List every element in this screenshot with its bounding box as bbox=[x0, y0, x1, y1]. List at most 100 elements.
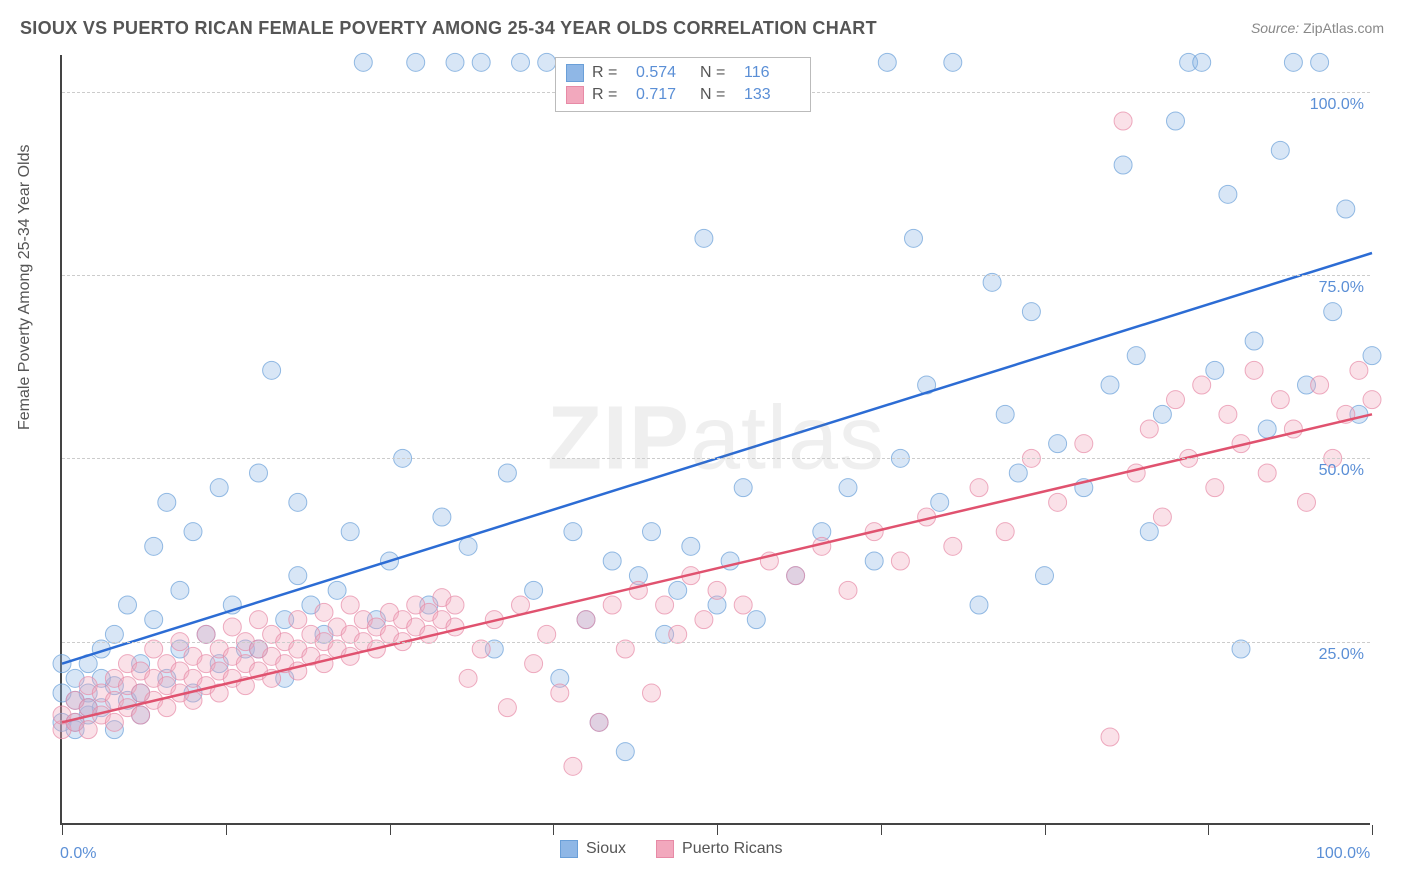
data-point bbox=[564, 757, 582, 775]
y-tick-label: 75.0% bbox=[1319, 279, 1364, 297]
stat-row-sioux: R = 0.574 N = 116 bbox=[566, 62, 800, 84]
x-tick bbox=[717, 825, 718, 835]
data-point bbox=[551, 684, 569, 702]
data-point bbox=[210, 479, 228, 497]
data-point bbox=[1022, 303, 1040, 321]
data-point bbox=[1271, 141, 1289, 159]
data-point bbox=[263, 361, 281, 379]
data-point bbox=[1127, 464, 1145, 482]
y-axis-label: Female Poverty Among 25-34 Year Olds bbox=[16, 145, 34, 431]
data-point bbox=[682, 537, 700, 555]
data-point bbox=[105, 713, 123, 731]
data-point bbox=[459, 669, 477, 687]
x-tick bbox=[62, 825, 63, 835]
data-point bbox=[1114, 156, 1132, 174]
x-tick bbox=[1045, 825, 1046, 835]
data-point bbox=[564, 523, 582, 541]
data-point bbox=[695, 611, 713, 629]
data-point bbox=[577, 611, 595, 629]
data-point bbox=[512, 596, 530, 614]
data-point bbox=[865, 552, 883, 570]
data-point bbox=[446, 596, 464, 614]
data-point bbox=[1075, 435, 1093, 453]
data-point bbox=[1284, 53, 1302, 71]
data-point bbox=[1258, 464, 1276, 482]
data-point bbox=[1167, 112, 1185, 130]
r-label: R = bbox=[592, 64, 628, 82]
data-point bbox=[1298, 493, 1316, 511]
data-point bbox=[643, 684, 661, 702]
data-point bbox=[1206, 361, 1224, 379]
data-point bbox=[970, 596, 988, 614]
data-point bbox=[905, 229, 923, 247]
stat-legend: R = 0.574 N = 116 R = 0.717 N = 133 bbox=[555, 57, 811, 112]
r-value-sioux: 0.574 bbox=[636, 64, 692, 82]
data-point bbox=[931, 493, 949, 511]
source-label: Source: bbox=[1251, 20, 1299, 36]
swatch-pr bbox=[566, 86, 584, 104]
data-point bbox=[289, 611, 307, 629]
swatch-sioux-bottom bbox=[560, 840, 578, 858]
legend-item-sioux: Sioux bbox=[560, 840, 626, 858]
data-point bbox=[525, 581, 543, 599]
data-point bbox=[1140, 420, 1158, 438]
x-tick-label: 0.0% bbox=[60, 845, 96, 863]
data-point bbox=[734, 479, 752, 497]
data-point bbox=[1049, 435, 1067, 453]
data-point bbox=[525, 655, 543, 673]
data-point bbox=[1219, 185, 1237, 203]
stat-row-pr: R = 0.717 N = 133 bbox=[566, 84, 800, 106]
data-point bbox=[590, 713, 608, 731]
r-value-pr: 0.717 bbox=[636, 86, 692, 104]
data-point bbox=[472, 640, 490, 658]
x-tick bbox=[1372, 825, 1373, 835]
y-tick-label: 25.0% bbox=[1319, 646, 1364, 664]
data-point bbox=[1311, 53, 1329, 71]
data-point bbox=[944, 537, 962, 555]
data-point bbox=[970, 479, 988, 497]
data-point bbox=[1350, 361, 1368, 379]
data-point bbox=[1101, 728, 1119, 746]
bottom-legend: Sioux Puerto Ricans bbox=[560, 840, 783, 858]
data-point bbox=[119, 596, 137, 614]
data-point bbox=[1232, 640, 1250, 658]
x-tick bbox=[881, 825, 882, 835]
swatch-pr-bottom bbox=[656, 840, 674, 858]
chart-svg bbox=[62, 55, 1370, 823]
source-value: ZipAtlas.com bbox=[1303, 20, 1384, 36]
data-point bbox=[669, 625, 687, 643]
data-point bbox=[1271, 391, 1289, 409]
legend-label-pr: Puerto Ricans bbox=[682, 840, 783, 858]
data-point bbox=[158, 699, 176, 717]
data-point bbox=[197, 625, 215, 643]
data-point bbox=[498, 699, 516, 717]
data-point bbox=[616, 640, 634, 658]
data-point bbox=[734, 596, 752, 614]
gridline bbox=[62, 642, 1370, 643]
n-label: N = bbox=[700, 64, 736, 82]
data-point bbox=[538, 53, 556, 71]
data-point bbox=[996, 523, 1014, 541]
data-point bbox=[747, 611, 765, 629]
data-point bbox=[944, 53, 962, 71]
data-point bbox=[787, 567, 805, 585]
data-point bbox=[145, 640, 163, 658]
data-point bbox=[1324, 303, 1342, 321]
chart-title: SIOUX VS PUERTO RICAN FEMALE POVERTY AMO… bbox=[20, 18, 877, 39]
data-point bbox=[629, 581, 647, 599]
data-point bbox=[1036, 567, 1054, 585]
data-point bbox=[498, 464, 516, 482]
x-tick bbox=[226, 825, 227, 835]
data-point bbox=[1206, 479, 1224, 497]
data-point bbox=[472, 53, 490, 71]
data-point bbox=[289, 493, 307, 511]
data-point bbox=[1363, 347, 1381, 365]
x-tick-label: 100.0% bbox=[1316, 845, 1370, 863]
data-point bbox=[839, 581, 857, 599]
data-point bbox=[1049, 493, 1067, 511]
data-point bbox=[1245, 332, 1263, 350]
data-point bbox=[695, 229, 713, 247]
data-point bbox=[1245, 361, 1263, 379]
data-point bbox=[79, 721, 97, 739]
data-point bbox=[603, 596, 621, 614]
